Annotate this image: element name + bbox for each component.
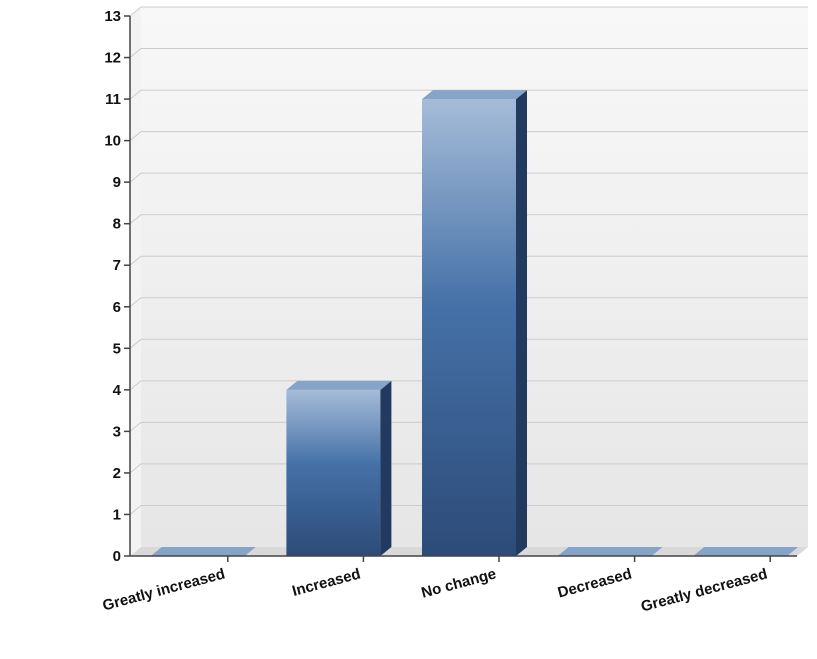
x-category-label: Greatly increased: [101, 565, 227, 614]
y-tick-label: 0: [113, 548, 121, 565]
x-category-labels: Greatly increased Increased No change Decre…: [101, 565, 769, 615]
y-tick-label: 1: [113, 506, 121, 523]
bar: [150, 547, 256, 556]
gridline-side: [129, 89, 142, 100]
bar: [422, 90, 527, 557]
bar-top: [286, 380, 392, 390]
y-tick-label: 5: [113, 340, 121, 357]
plot-side-wall: [130, 7, 141, 556]
y-tick-label: 6: [113, 299, 121, 316]
y-tick-label: 2: [113, 465, 121, 482]
gridline-side: [129, 297, 142, 308]
y-tick-label: 7: [113, 257, 121, 274]
gridline-side: [129, 214, 142, 225]
gridline-side: [129, 338, 142, 349]
y-tick-label: 13: [104, 8, 121, 25]
bar-top: [557, 547, 663, 556]
y-tick-label: 9: [113, 174, 121, 191]
y-tick-label: 10: [104, 133, 121, 150]
y-tick-label: 3: [113, 423, 121, 440]
x-category-label: No change: [420, 565, 498, 601]
gridline-side: [129, 255, 142, 266]
bar-top: [422, 90, 527, 100]
bar-top: [693, 547, 799, 556]
bar-top: [150, 547, 256, 556]
gridline-side: [129, 6, 142, 17]
bar-front: [422, 99, 516, 557]
axes: [124, 15, 797, 562]
gridline-side: [129, 421, 142, 432]
bar: [557, 547, 663, 556]
bar-front: [286, 389, 381, 556]
y-tick-label: 4: [113, 382, 122, 399]
gridline-side: [129, 463, 142, 474]
bar-side: [516, 90, 527, 557]
x-category-label: Greatly decreased: [639, 565, 769, 615]
bar: [693, 547, 799, 556]
gridline-side: [129, 505, 142, 515]
bars: [150, 90, 799, 557]
y-tick-label: 12: [104, 50, 121, 67]
gridline-side: [129, 48, 142, 58]
gridline-side: [129, 172, 142, 183]
bar-side: [380, 380, 392, 556]
gridline-side: [129, 131, 142, 142]
y-tick-label: 8: [113, 216, 121, 233]
x-category-label: Increased: [290, 565, 362, 600]
bar: [286, 380, 392, 556]
y-tick-label: 11: [105, 91, 121, 108]
x-category-label: Decreased: [556, 565, 634, 601]
gridline-side: [129, 380, 142, 391]
